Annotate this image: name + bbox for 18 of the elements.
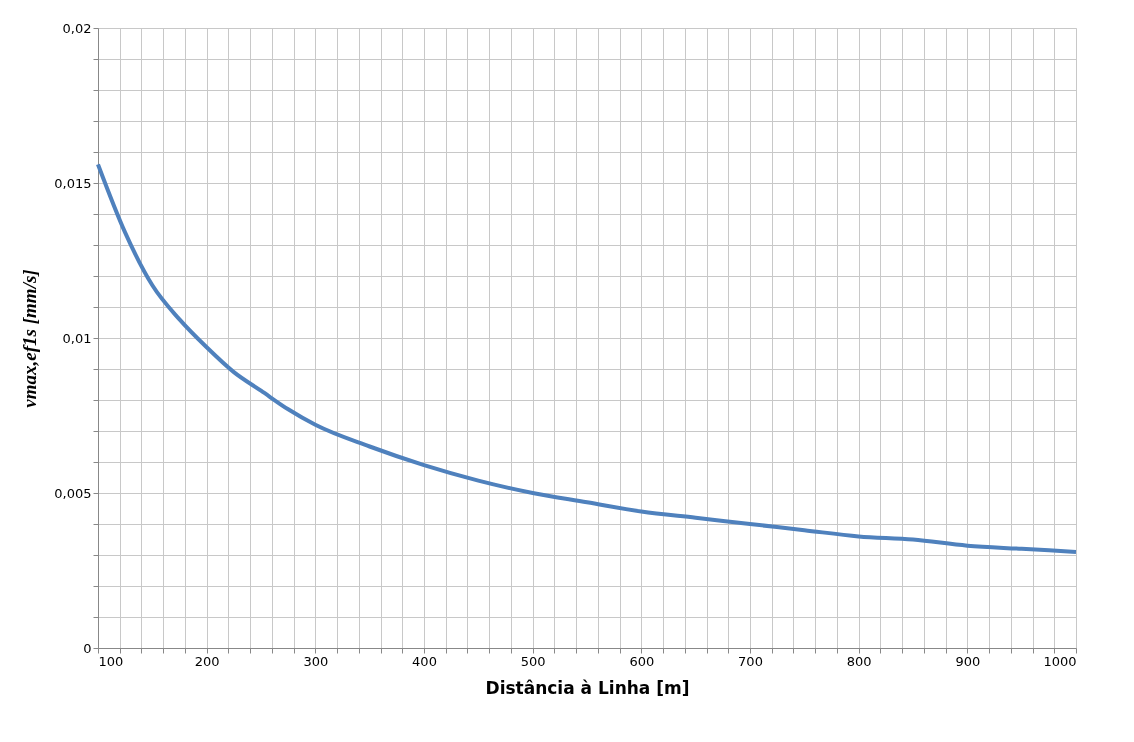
x-tick-label: 600 bbox=[629, 653, 655, 669]
y-tick-label: 0,01 bbox=[62, 330, 92, 346]
y-axis-title: vmax,ef1s [mm/s] bbox=[19, 269, 41, 408]
x-tick-label: 400 bbox=[412, 653, 437, 669]
y-tick-label: 0,005 bbox=[54, 485, 92, 501]
x-tick-label: 300 bbox=[303, 653, 329, 669]
x-tick-label: 500 bbox=[520, 653, 546, 669]
x-tick-label: 1000 bbox=[1043, 653, 1077, 669]
x-tick-label: 900 bbox=[955, 653, 981, 669]
x-axis-title: Distância à Linha [m] bbox=[485, 677, 690, 698]
x-tick-label: 700 bbox=[738, 653, 763, 669]
x-tick-label: 200 bbox=[194, 653, 220, 669]
y-tick-label: 0,02 bbox=[62, 20, 92, 36]
x-tick-label: 800 bbox=[846, 653, 872, 669]
y-tick-label: 0 bbox=[83, 640, 92, 656]
x-tick-label: 100 bbox=[98, 653, 124, 669]
y-tick-label: 0,015 bbox=[54, 175, 92, 191]
line-series bbox=[96, 162, 1078, 554]
